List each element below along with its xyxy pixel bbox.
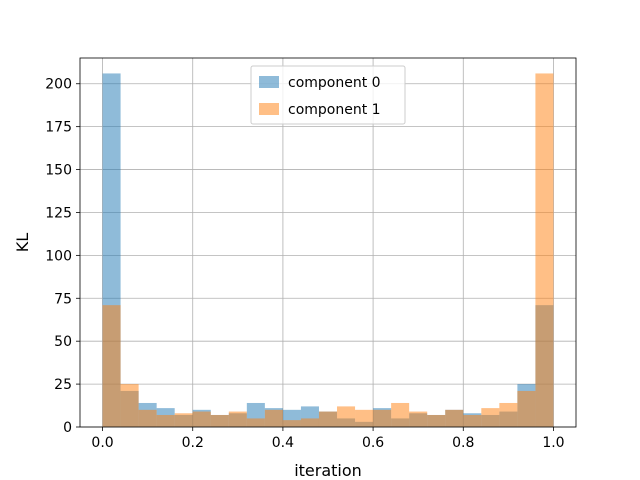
y-tick-label: 75	[54, 291, 72, 307]
legend: component 0 component 1	[250, 65, 406, 125]
x-tick-label: 0.2	[182, 435, 204, 451]
bar-component-1	[192, 411, 211, 427]
histogram-bars	[102, 73, 554, 428]
x-tick-label: 0.8	[452, 435, 474, 451]
y-axis-title: KL	[13, 233, 32, 252]
y-tick-label: 50	[54, 334, 72, 350]
bar-component-1	[427, 414, 446, 427]
bar-component-1	[445, 409, 464, 427]
x-tick-label: 0.0	[91, 435, 113, 451]
bar-component-1	[300, 418, 319, 427]
bar-component-1	[391, 402, 410, 427]
bar-component-1	[337, 406, 356, 427]
bar-component-1	[535, 73, 554, 428]
y-tick-label: 25	[54, 377, 72, 393]
bar-component-1	[174, 413, 193, 427]
bar-component-1	[138, 409, 157, 427]
x-tick-label: 0.6	[362, 435, 384, 451]
bar-component-1	[517, 390, 536, 427]
x-axis-title: iteration	[294, 461, 362, 480]
bar-component-1	[463, 414, 482, 427]
bar-component-1	[282, 420, 301, 427]
legend-label-component-1: component 1	[288, 102, 381, 118]
x-tick-label: 0.4	[272, 435, 294, 451]
bar-component-1	[228, 411, 247, 427]
legend-label-component-0: component 0	[288, 75, 381, 91]
x-tick-label: 1.0	[542, 435, 564, 451]
bar-component-1	[156, 414, 175, 427]
bar-component-1	[373, 409, 392, 427]
y-tick-label: 175	[45, 120, 72, 136]
bar-component-1	[210, 414, 229, 427]
legend-swatch-component-0	[259, 76, 279, 88]
legend-box	[250, 65, 406, 125]
y-axis-ticks: 0 25 50 75 100 125 150 175 200	[45, 77, 80, 436]
bar-component-1	[246, 418, 265, 427]
legend-swatch-component-1	[259, 103, 279, 115]
bar-component-1	[120, 384, 139, 427]
x-axis-ticks: 0.0 0.2 0.4 0.6 0.8 1.0	[91, 427, 565, 451]
bar-component-1	[481, 408, 500, 427]
y-tick-label: 150	[45, 163, 72, 179]
y-tick-label: 125	[45, 205, 72, 221]
bar-component-1	[318, 411, 338, 427]
bar-component-1	[102, 305, 121, 427]
bar-component-1	[264, 409, 283, 427]
bar-component-1	[355, 409, 374, 427]
bar-component-1	[499, 402, 518, 427]
y-tick-label: 0	[63, 420, 72, 436]
y-tick-label: 100	[45, 248, 72, 264]
y-tick-label: 200	[45, 77, 72, 93]
bar-component-1	[409, 411, 428, 427]
plot-frame	[79, 57, 577, 428]
